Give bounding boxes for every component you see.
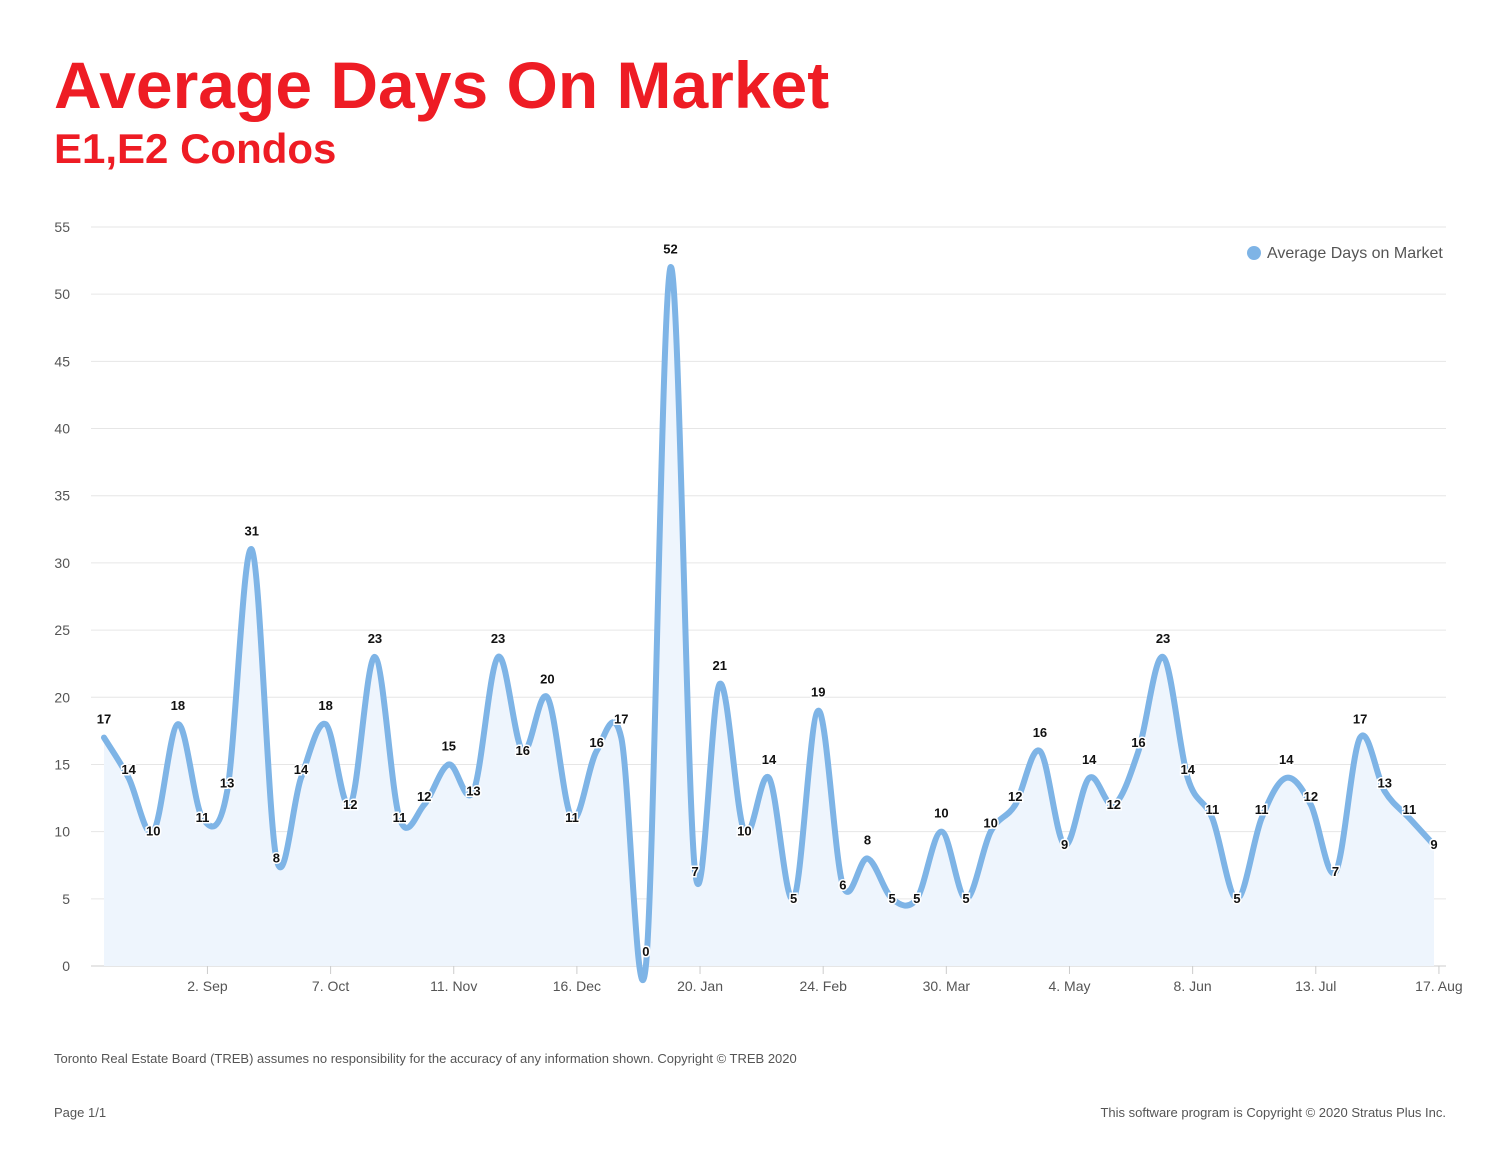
y-tick-label: 10 (54, 824, 70, 840)
disclaimer-text: Toronto Real Estate Board (TREB) assumes… (54, 1051, 797, 1066)
data-label: 17 (614, 712, 628, 727)
data-label: 11 (565, 810, 579, 825)
data-label: 14 (762, 752, 777, 767)
x-tick-label: 20. Jan (677, 978, 723, 994)
data-label: 7 (691, 864, 698, 879)
y-tick-label: 30 (54, 555, 70, 571)
data-label: 17 (97, 712, 111, 727)
y-tick-label: 45 (54, 353, 70, 369)
data-label: 16 (1131, 735, 1145, 750)
data-label: 5 (790, 891, 797, 906)
x-axis: 2. Sep 7. Oct 11. Nov 16. Dec 20. Jan 24. Feb… (187, 966, 1463, 994)
data-label: 12 (343, 797, 357, 812)
data-label: 23 (491, 631, 505, 646)
data-label: 16 (1033, 725, 1047, 740)
data-label: 18 (171, 698, 185, 713)
data-label: 11 (196, 810, 210, 825)
y-axis: 0 5 10 15 20 25 30 35 40 45 50 55 (54, 219, 70, 974)
data-label: 0 (642, 944, 649, 959)
data-label: 5 (962, 891, 969, 906)
data-label: 11 (1205, 802, 1219, 817)
y-tick-label: 15 (54, 756, 70, 772)
x-tick-label: 30. Mar (923, 978, 971, 994)
data-label: 7 (1332, 864, 1339, 879)
data-label: 11 (1255, 802, 1269, 817)
legend[interactable]: Average Days on Market (1247, 245, 1443, 262)
data-label: 10 (146, 824, 160, 839)
data-label: 23 (368, 631, 382, 646)
data-label: 8 (864, 833, 871, 848)
data-label: 11 (1402, 802, 1416, 817)
data-label: 18 (318, 698, 332, 713)
x-tick-label: 7. Oct (312, 978, 349, 994)
plot-area (101, 264, 1437, 983)
data-label: 12 (1304, 789, 1318, 804)
data-label: 5 (913, 891, 920, 906)
data-label: 52 (663, 241, 677, 256)
legend-label: Average Days on Market (1267, 245, 1443, 262)
x-tick-label: 2. Sep (187, 978, 228, 994)
y-tick-label: 40 (54, 421, 70, 437)
y-tick-label: 55 (54, 219, 70, 235)
legend-marker (1247, 246, 1261, 260)
x-tick-label: 4. May (1048, 978, 1090, 994)
data-label: 12 (417, 789, 431, 804)
chart-title: Average Days On Market (54, 48, 830, 122)
x-tick-label: 11. Nov (430, 978, 477, 994)
data-label: 16 (515, 743, 529, 758)
data-label: 13 (1378, 775, 1392, 790)
chart-subtitle: E1,E2 Condos (54, 125, 337, 172)
copyright-text: This software program is Copyright © 202… (1100, 1105, 1446, 1120)
data-label: 12 (1107, 797, 1121, 812)
data-label: 8 (273, 851, 280, 866)
series-line[interactable] (101, 264, 1437, 983)
data-label: 13 (220, 775, 234, 790)
data-label: 5 (889, 891, 896, 906)
data-label: 5 (1233, 891, 1240, 906)
page-number: Page 1/1 (54, 1105, 107, 1120)
series-area (104, 266, 1434, 981)
data-label: 10 (983, 816, 997, 831)
data-label: 17 (1353, 712, 1367, 727)
x-tick-label: 24. Feb (799, 978, 847, 994)
data-label: 13 (466, 783, 480, 798)
data-label: 23 (1156, 631, 1170, 646)
data-label: 14 (1180, 762, 1195, 777)
data-label: 16 (589, 735, 603, 750)
data-label: 11 (393, 810, 407, 825)
x-tick-label: 17. Aug (1415, 978, 1463, 994)
y-tick-label: 5 (62, 891, 70, 907)
x-tick-label: 16. Dec (553, 978, 601, 994)
data-label: 9 (1061, 837, 1068, 852)
y-tick-label: 50 (54, 286, 70, 302)
y-tick-label: 20 (54, 689, 70, 705)
x-tick-label: 8. Jun (1174, 978, 1212, 994)
y-tick-label: 0 (62, 958, 70, 974)
x-tick-label: 13. Jul (1295, 978, 1336, 994)
data-label: 10 (737, 824, 751, 839)
y-tick-label: 35 (54, 488, 70, 504)
data-label: 15 (442, 738, 456, 753)
data-labels: 17 14 10 18 11 13 31 8 14 18 12 23 11 12 15 13 23 16 20 11 1… (95, 240, 1439, 961)
data-label: 20 (540, 671, 554, 686)
data-label: 9 (1430, 837, 1437, 852)
data-label: 21 (713, 658, 727, 673)
y-tick-label: 25 (54, 622, 70, 638)
data-label: 14 (294, 762, 309, 777)
data-label: 14 (1082, 752, 1097, 767)
data-label: 10 (934, 806, 948, 821)
data-label: 14 (1279, 752, 1294, 767)
data-label: 14 (121, 762, 136, 777)
data-label: 31 (245, 523, 259, 538)
data-label: 12 (1008, 789, 1022, 804)
data-label: 19 (811, 685, 825, 700)
data-label: 6 (839, 877, 846, 892)
